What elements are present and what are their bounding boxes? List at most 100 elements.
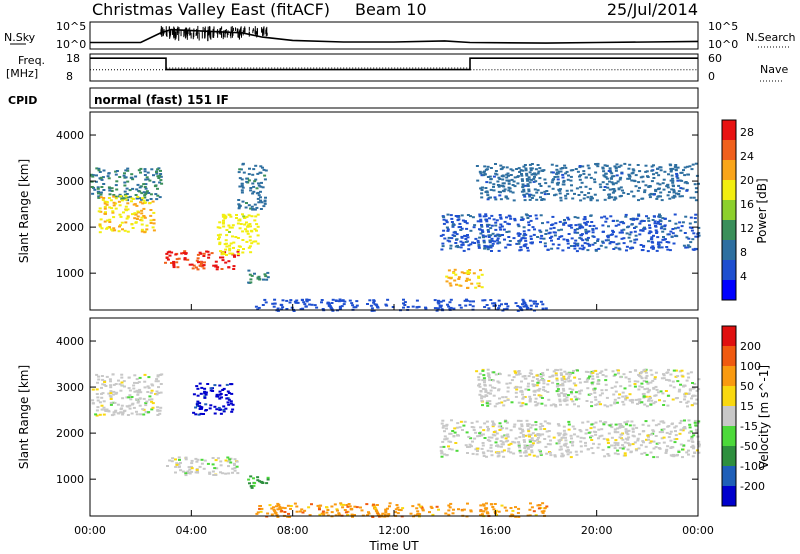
heatmap-cell bbox=[442, 445, 446, 448]
heatmap-cell bbox=[208, 407, 212, 410]
heatmap-cell bbox=[96, 186, 100, 189]
heatmap-cell bbox=[530, 451, 534, 454]
heatmap-cell bbox=[127, 396, 131, 399]
heatmap-cell bbox=[684, 215, 688, 218]
power-colorbar-label: Power [dB] bbox=[755, 178, 769, 243]
heatmap-cell bbox=[614, 439, 618, 442]
heatmap-cell bbox=[601, 448, 605, 451]
heatmap-cell bbox=[497, 307, 501, 310]
heatmap-cell bbox=[304, 305, 308, 308]
heatmap-cell bbox=[556, 423, 560, 426]
heatmap-cell bbox=[551, 187, 555, 190]
heatmap-cell bbox=[541, 433, 545, 436]
heatmap-cell bbox=[564, 436, 567, 439]
heatmap-cell bbox=[617, 372, 620, 375]
heatmap-cell bbox=[692, 232, 696, 235]
heatmap-cell bbox=[377, 513, 380, 516]
heatmap-cell bbox=[638, 400, 642, 403]
heatmap-cell bbox=[338, 298, 342, 301]
heatmap-cell bbox=[498, 304, 501, 307]
heatmap-cell bbox=[521, 433, 525, 436]
heatmap-cell bbox=[624, 213, 628, 216]
heatmap-cell bbox=[567, 428, 571, 431]
heatmap-cell bbox=[130, 173, 134, 176]
heatmap-cell bbox=[226, 460, 230, 463]
heatmap-cell bbox=[603, 164, 607, 167]
heatmap-cell bbox=[464, 279, 468, 282]
heatmap-cell bbox=[599, 403, 602, 406]
heatmap-cell bbox=[485, 395, 489, 397]
heatmap-cell bbox=[464, 304, 468, 307]
heatmap-cell bbox=[145, 228, 149, 231]
heatmap-cell bbox=[130, 200, 133, 203]
heatmap-cell bbox=[120, 197, 124, 200]
heatmap-cell bbox=[263, 273, 267, 276]
heatmap-cell bbox=[543, 420, 547, 423]
heatmap-cell bbox=[524, 451, 528, 454]
heatmap-cell bbox=[590, 401, 593, 404]
heatmap-cell bbox=[632, 169, 636, 172]
heatmap-cell bbox=[466, 278, 470, 281]
heatmap-cell bbox=[671, 167, 675, 170]
heatmap-cell bbox=[697, 445, 701, 448]
heatmap-cell bbox=[574, 224, 578, 227]
heatmap-cell bbox=[462, 249, 466, 252]
heatmap-cell bbox=[625, 431, 628, 434]
heatmap-cell bbox=[617, 397, 621, 399]
heatmap-cell bbox=[486, 368, 490, 371]
heatmap-cell bbox=[247, 281, 251, 284]
heatmap-cell bbox=[436, 301, 440, 304]
heatmap-cell bbox=[512, 180, 516, 183]
heatmap-cell bbox=[232, 254, 236, 257]
heatmap-cell bbox=[558, 398, 562, 401]
heatmap-cell bbox=[629, 240, 633, 243]
heatmap-cell bbox=[484, 508, 488, 511]
heatmap-cell bbox=[523, 245, 527, 248]
heatmap-cell bbox=[342, 503, 345, 506]
heatmap-cell bbox=[505, 440, 508, 443]
heatmap-cell bbox=[458, 222, 462, 225]
nsky-tick-high: 10^5 bbox=[56, 20, 86, 33]
heatmap-cell bbox=[485, 218, 488, 221]
heatmap-cell bbox=[579, 174, 583, 177]
heatmap-cell bbox=[421, 509, 425, 512]
heatmap-cell bbox=[272, 305, 276, 308]
heatmap-cell bbox=[611, 183, 615, 186]
heatmap-cell bbox=[480, 196, 484, 199]
heatmap-cell bbox=[508, 240, 512, 242]
heatmap-cell bbox=[665, 431, 669, 434]
heatmap-cell bbox=[570, 437, 573, 440]
heatmap-cell bbox=[505, 173, 509, 176]
heatmap-cell bbox=[672, 196, 676, 199]
heatmap-cell bbox=[511, 440, 515, 443]
heatmap-cell bbox=[682, 385, 686, 388]
heatmap-cell bbox=[677, 190, 681, 193]
heatmap-cell bbox=[526, 425, 530, 427]
heatmap-cell bbox=[138, 389, 142, 392]
heatmap-cell bbox=[505, 166, 509, 169]
heatmap-cell bbox=[541, 303, 545, 306]
heatmap-cell bbox=[526, 307, 530, 309]
heatmap-cell bbox=[555, 168, 559, 171]
heatmap-cell bbox=[675, 192, 678, 195]
y-tick-label: 2000 bbox=[56, 427, 84, 440]
heatmap-cell bbox=[600, 428, 604, 431]
heatmap-cell bbox=[139, 167, 143, 170]
heatmap-cell bbox=[494, 172, 498, 175]
heatmap-cell bbox=[659, 169, 663, 172]
heatmap-cell bbox=[117, 230, 121, 233]
heatmap-cell bbox=[579, 450, 583, 453]
heatmap-cell bbox=[235, 214, 238, 216]
heatmap-cell bbox=[259, 196, 262, 199]
heatmap-cell bbox=[595, 403, 599, 406]
heatmap-cell bbox=[100, 178, 104, 181]
heatmap-cell bbox=[110, 190, 114, 192]
heatmap-cell bbox=[571, 388, 575, 391]
heatmap-cell bbox=[143, 231, 147, 234]
heatmap-cell bbox=[248, 482, 251, 485]
heatmap-cell bbox=[561, 382, 565, 385]
heatmap-cell bbox=[543, 428, 547, 430]
heatmap-cell bbox=[156, 409, 160, 412]
